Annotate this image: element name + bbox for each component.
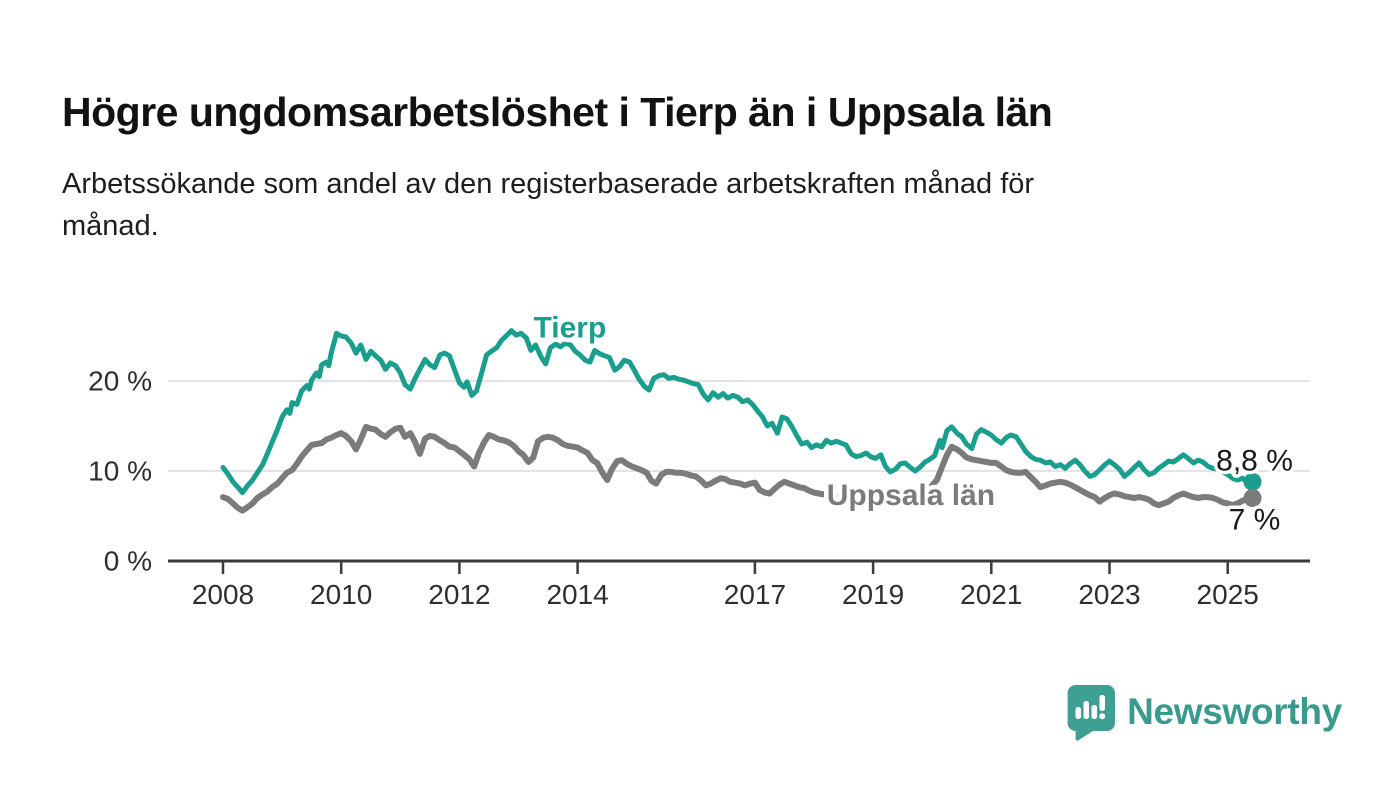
newsworthy-logo-icon (1067, 685, 1116, 741)
series-inline-labels: Tierp Uppsala län (529, 307, 1000, 516)
end-dot-uppsala-län (1243, 489, 1262, 507)
x-axis-labels: 2008 2010 2012 2014 2017 2019 2021 2023 2025 (192, 579, 1259, 610)
end-value-labels: 8,8 % 7 % (1213, 441, 1297, 540)
x-tick-label: 2025 (1197, 579, 1259, 610)
x-tick-label: 2023 (1078, 579, 1140, 610)
x-tick-label: 2019 (842, 579, 904, 610)
series-label-tierp: Tierp (534, 311, 607, 344)
y-tick-label: 20 % (88, 366, 152, 397)
x-tick-label: 2010 (310, 579, 372, 610)
page-subtitle: Arbetssökande som andel av den registerb… (62, 163, 1252, 247)
newsworthy-brand: Newsworthy (1064, 684, 1342, 741)
y-tick-label: 10 % (88, 456, 152, 487)
end-value-label-tierp: 8,8 % (1216, 444, 1293, 477)
gridlines (168, 380, 1310, 472)
line-uppsala-län (220, 423, 1256, 514)
series-end-dots (1243, 472, 1262, 507)
y-tick-label: 0 % (104, 546, 152, 577)
subtitle-line-1: Arbetssökande som andel av den registerb… (62, 168, 1035, 200)
x-tick-label: 2014 (546, 579, 608, 610)
x-axis-ticks (221, 561, 1229, 574)
x-tick-label: 2012 (428, 579, 490, 610)
page-title: Högre ungdomsarbetslöshet i Tierp än i U… (62, 89, 1053, 136)
end-dot-tierp (1243, 472, 1262, 491)
series-lines (220, 328, 1256, 514)
x-tick-label: 2008 (192, 579, 254, 610)
y-axis-labels: 0 % 10 % 20 % (88, 366, 152, 577)
end-value-label-uppsala-län: 7 % (1229, 504, 1281, 537)
subtitle-line-2: månad. (62, 210, 159, 242)
x-tick-label: 2017 (724, 579, 786, 610)
series-label-uppsala-län: Uppsala län (827, 479, 995, 512)
logo-bars (1075, 695, 1106, 720)
x-tick-label: 2021 (960, 579, 1022, 610)
newsworthy-wordmark: Newsworthy (1127, 691, 1342, 732)
line-tierp (220, 328, 1255, 496)
